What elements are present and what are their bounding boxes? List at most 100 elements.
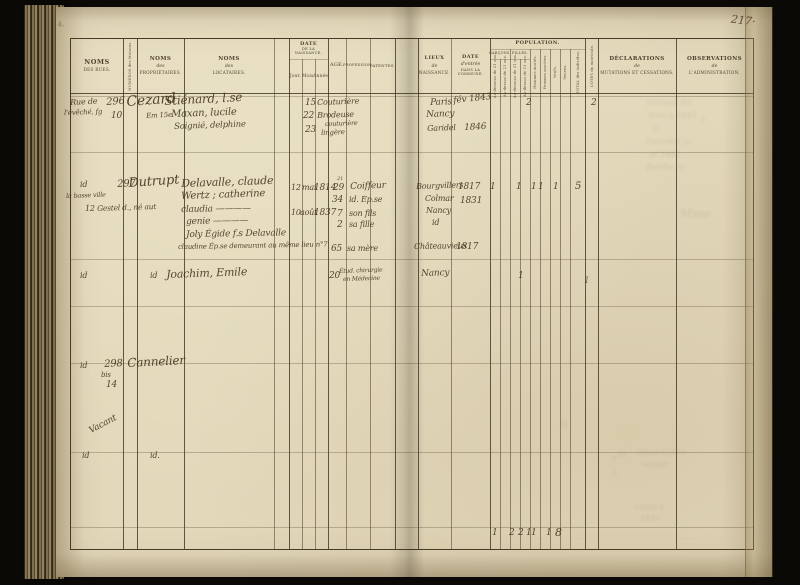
header-text: TOTAL des individus.	[575, 50, 580, 94]
header-text: NUMÉROS des Maisons.	[127, 41, 133, 91]
page-number: 217·	[730, 12, 757, 29]
column-line	[451, 39, 452, 549]
column-line	[302, 59, 303, 549]
pop-subcolumn-2: Au-dessus de 21 ans.	[500, 55, 510, 97]
header-text: des	[224, 64, 234, 70]
column-line	[289, 39, 290, 549]
row-rule	[71, 527, 753, 528]
header-text: L'ADMINISTRATION.	[689, 70, 740, 76]
row-rule	[71, 152, 753, 153]
date-group-rule	[289, 59, 328, 60]
header-text: NOMS	[84, 58, 110, 67]
header-text: DE LA NAISSANCE.	[294, 47, 323, 56]
header-text: Veufs.	[552, 65, 558, 79]
header-text: PROFESSION.	[343, 63, 373, 68]
header-text: OBSERVATIONS	[686, 56, 743, 63]
population-group-rule	[490, 49, 585, 50]
column-header-patentes: PATENTES.	[370, 39, 395, 93]
pop-subcolumn-7: Veufs.	[550, 51, 560, 93]
header-text: Hommes mariés.	[532, 55, 538, 89]
column-line	[540, 49, 541, 549]
column-header-cotes: COTES du matricule.	[585, 39, 598, 93]
column-line	[676, 39, 677, 549]
column-line	[418, 39, 419, 549]
column-line	[550, 49, 551, 549]
column-header-observations: OBSERVATIONS de L'ADMINISTRATION.	[676, 39, 753, 93]
subcolumn-jour: Jour.	[289, 59, 302, 93]
column-line	[395, 39, 396, 549]
column-header-date-entree: DATE d'entrée DANS LA COMMUNE.	[451, 39, 490, 93]
header-text: DÉCLARATIONS	[609, 56, 665, 63]
header-text: LOCATAIRES.	[212, 70, 246, 76]
column-line	[274, 39, 275, 549]
header-text: PATENTES.	[369, 62, 396, 68]
column-line	[500, 59, 501, 549]
header-text: PROPRIÉTAIRES.	[139, 70, 182, 76]
subcolumn-mois: Mois.	[302, 59, 315, 93]
pop-subcolumn-3: Au-dessous de 21 ans.	[510, 54, 520, 98]
pop-subcolumn-5: Hommes mariés.	[530, 51, 540, 93]
header-text: Année.	[313, 72, 330, 78]
column-header-age: AGE.	[328, 39, 346, 93]
column-line	[510, 49, 511, 549]
pop-subcolumn-6: Femmes mariées.	[540, 51, 550, 93]
column-header-date-naissance: DATE DE LA NAISSANCE.	[289, 39, 328, 59]
header-text: Au-dessous de 21 ans.	[492, 53, 498, 99]
column-header-numeros-maisons: NUMÉROS des Maisons.	[123, 39, 137, 93]
header-text: COTES du matricule.	[589, 44, 594, 88]
column-line	[598, 39, 599, 549]
header-text: NOMS	[149, 56, 172, 63]
header-text: Au-dessus de 21 ans.	[522, 54, 528, 98]
column-header-declarations: DÉCLARATIONS de MUTATIONS ET CESSATIONS.	[598, 39, 676, 93]
header-text: FILLES.	[511, 51, 529, 56]
column-line	[490, 39, 491, 549]
group-header-garcons: GARÇONS.	[489, 49, 510, 59]
header-text: de	[711, 64, 718, 70]
header-text: Mois.	[301, 72, 316, 78]
column-header-proprietaires: NOMS des PROPRIÉTAIRES.	[137, 39, 184, 93]
subcolumn-annee: Année.	[313, 59, 330, 93]
column-line	[346, 39, 347, 549]
group-header-filles: FILLES.	[510, 49, 530, 59]
page-right-edge	[745, 7, 773, 577]
column-line	[315, 59, 316, 549]
column-line	[370, 39, 371, 549]
column-line	[570, 49, 571, 549]
header-text: Au-dessous de 21 ans.	[512, 53, 518, 99]
column-line	[328, 39, 329, 549]
header-text: DATE	[461, 53, 480, 60]
header-text: DATE	[299, 40, 318, 47]
header-text: DANS LA COMMUNE.	[457, 68, 484, 77]
column-header-noms-des-rues: NOMS DES RUES.	[71, 39, 123, 93]
column-header-locataires: NOMS des LOCATAIRES.	[184, 39, 274, 93]
row-rule	[71, 452, 753, 453]
pop-subcolumn-4: Au-dessus de 21 ans.	[520, 55, 530, 97]
column-line	[184, 39, 185, 549]
header-text: AGE.	[329, 62, 345, 69]
column-line	[123, 39, 124, 549]
header-text: NAISSANCE.	[418, 69, 451, 75]
header-text: des	[156, 64, 165, 70]
column-header-profession: PROFESSION.	[343, 39, 373, 93]
column-line	[137, 39, 138, 549]
header-text: de	[431, 63, 438, 69]
pop-subcolumn-total: TOTAL des individus.	[570, 50, 585, 94]
header-text: Femmes mariées.	[542, 54, 548, 90]
header-text: POPULATION.	[515, 40, 560, 47]
header-text: MUTATIONS ET CESSATIONS.	[600, 70, 674, 76]
row-rule	[71, 306, 753, 307]
register-page: NOMS DES RUES. NUMÉROS des Maisons. NOMS…	[56, 7, 773, 577]
pop-subcolumn-8: Veuves.	[560, 51, 570, 93]
header-text: Veuves.	[562, 64, 568, 80]
row-rule	[71, 259, 753, 260]
header-text: DES RUES.	[83, 67, 111, 73]
header-text: de	[634, 64, 640, 70]
column-line	[530, 49, 531, 549]
column-header-population: POPULATION.	[490, 39, 585, 49]
header-text: Jour.	[289, 72, 302, 78]
census-table: NOMS DES RUES. NUMÉROS des Maisons. NOMS…	[70, 38, 754, 550]
column-line	[520, 59, 521, 549]
pop-subcolumn-1: Au-dessous de 21 ans.	[490, 54, 500, 98]
header-rule	[71, 93, 753, 94]
